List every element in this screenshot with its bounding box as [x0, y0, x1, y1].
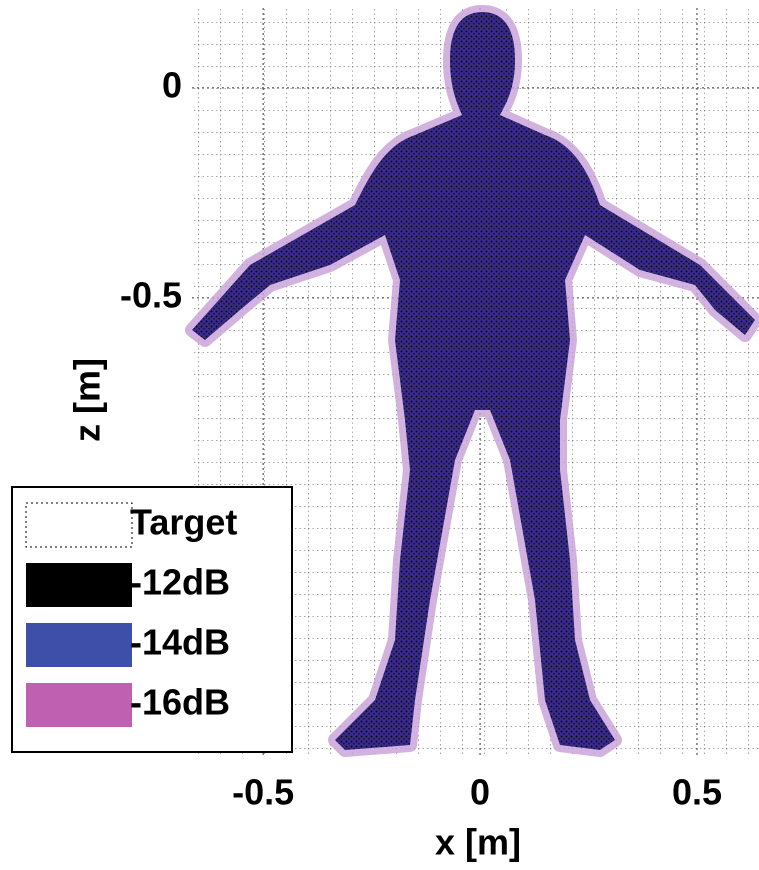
x-axis-label: x [m]: [435, 822, 521, 863]
y-tick-label: -0.5: [120, 274, 182, 315]
legend-swatch: [26, 563, 132, 607]
legend-label: -12dB: [130, 562, 230, 603]
legend-label: -16dB: [130, 682, 230, 723]
y-axis-label: z [m]: [67, 358, 108, 442]
legend-label: -14dB: [130, 622, 230, 663]
y-tick-label: 0: [162, 64, 182, 105]
legend-label: Target: [130, 502, 237, 543]
legend: Target -12dB -14dB -16dB: [11, 486, 293, 753]
x-tick-label: 0: [470, 772, 490, 813]
x-tick-label: -0.5: [232, 772, 294, 813]
legend-swatch: [26, 623, 132, 667]
legend-swatch: [25, 502, 133, 548]
legend-swatch: [26, 683, 132, 727]
x-tick-label: 0.5: [672, 772, 722, 813]
radar-image: [185, 5, 759, 757]
